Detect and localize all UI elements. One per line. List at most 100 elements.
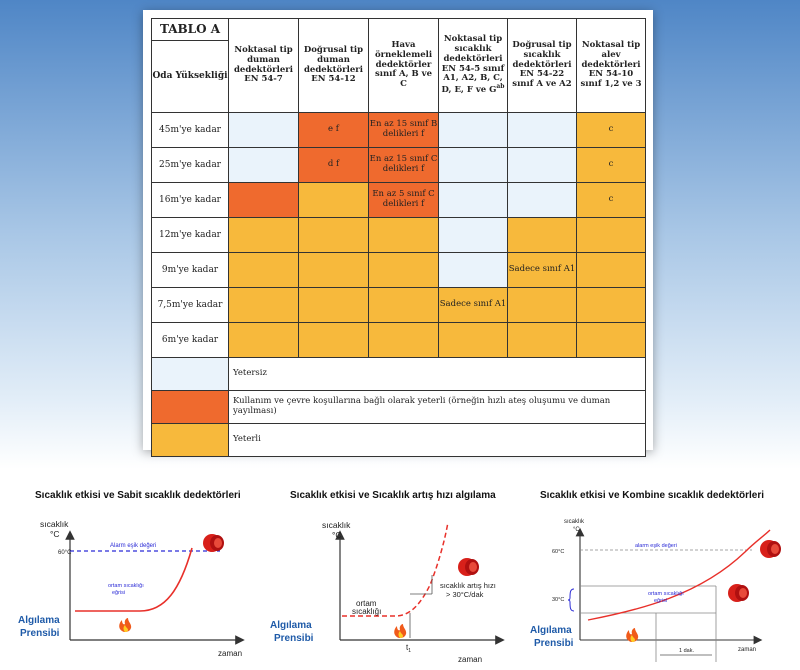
suitability-cell	[368, 287, 439, 323]
rate-line2: > 30°C/dak	[446, 590, 484, 599]
suitability-cell: Sadece sınıf A1	[438, 287, 508, 323]
legend-swatch	[151, 390, 229, 424]
suitability-cell	[576, 287, 646, 323]
suitability-cell	[298, 182, 369, 218]
tablo-a: TABLO A Noktasal tip duman dedektörleri …	[151, 18, 646, 457]
legend-row: Yeterli	[151, 423, 646, 457]
diagram-rate-of-rise: Sıcaklık etkisi ve Sıcaklık artış hızı a…	[270, 490, 530, 670]
table-row: 12m'ye kadar	[151, 217, 646, 253]
y-label: sıcaklık	[564, 519, 585, 525]
curve-label-1: ortam sıcaklığı	[648, 591, 684, 597]
table-row: 7,5m'ye kadar Sadece sınıf A1	[151, 287, 646, 323]
suitability-cell	[228, 147, 299, 183]
y-unit: °C	[50, 529, 60, 539]
suitability-cell	[507, 287, 577, 323]
suitability-cell: c	[576, 112, 646, 148]
fire-icon	[394, 624, 407, 638]
legend-row: Yetersiz	[151, 357, 646, 391]
suitability-cell	[576, 217, 646, 253]
table-row: 45m'ye kadar e f En az 15 sınıf B delikler…	[151, 112, 646, 148]
suitability-cell	[228, 217, 299, 253]
y-label: sıcaklık	[40, 519, 69, 529]
diagram-svg: sıcaklık °C 60°C Alarm eşik değeri ortam…	[18, 519, 245, 658]
suitability-cell	[298, 287, 369, 323]
col-header: Noktasal tip duman dedektörleri EN 54-7	[228, 18, 299, 113]
x-label: zaman	[458, 655, 482, 664]
room-height-label: 12m'ye kadar	[151, 217, 229, 253]
col-header: Hava örneklemeli dedektörler sınıf A, B …	[368, 18, 439, 113]
curve-label-2: eğrisi	[112, 590, 125, 596]
suitability-cell: En az 15 sınıf B delikleri f	[368, 112, 439, 148]
t1-label: t1	[406, 643, 411, 654]
legend-row: Kullanım ve çevre koşullarına bağlı olar…	[151, 390, 646, 424]
suitability-cell	[228, 322, 299, 358]
suitability-cell	[298, 217, 369, 253]
principle-line2: Prensibi	[534, 638, 574, 649]
suitability-cell	[507, 217, 577, 253]
ambient-line1: ortam	[356, 599, 377, 608]
diagram-svg: sıcaklık °C ortam sıcaklığı sıcaklık art…	[270, 520, 505, 664]
suitability-cell	[368, 252, 439, 288]
diagram-title: Sıcaklık etkisi ve Kombine sıcaklık dede…	[540, 490, 764, 501]
suitability-cell	[438, 112, 508, 148]
y-unit: °C	[573, 527, 580, 533]
detector-icon-bottom	[728, 584, 749, 602]
legend-swatch	[151, 423, 229, 457]
suitability-cell: c	[576, 147, 646, 183]
suitability-cell	[438, 217, 508, 253]
delta-value: 30°C	[552, 597, 564, 603]
x-label: zaman	[738, 647, 756, 653]
suitability-cell: En az 15 sınıf C delikleri f	[368, 147, 439, 183]
suitability-cell	[507, 322, 577, 358]
interval-label: 1 dak.	[679, 648, 694, 654]
x-label: zaman	[218, 649, 242, 658]
suitability-cell	[228, 287, 299, 323]
table-paper: TABLO A Noktasal tip duman dedektörleri …	[143, 10, 653, 457]
threshold-label: alarm eşik değeri	[635, 543, 677, 549]
suitability-cell	[576, 252, 646, 288]
table-row: 25m'ye kadar d f En az 15 sınıf C delikler…	[151, 147, 646, 183]
room-height-label: 25m'ye kadar	[151, 147, 229, 183]
threshold-value: 60°C	[58, 550, 72, 556]
y-unit: °C	[332, 530, 342, 540]
col-header: Noktasal tip alev dedektörleri EN 54-10 …	[576, 18, 646, 113]
table-row: 16m'ye kadar En az 5 sınıf C delikleri f c	[151, 182, 646, 218]
suitability-cell	[368, 217, 439, 253]
ambient-line2: sıcaklığı	[352, 607, 381, 616]
diagram-title: Sıcaklık etkisi ve Sıcaklık artış hızı a…	[290, 490, 496, 501]
col-header: Doğrusal tip sıcaklık dedektörleri EN 54…	[507, 18, 577, 113]
legend-swatch	[151, 357, 229, 391]
suitability-cell	[368, 322, 439, 358]
fire-icon	[626, 628, 639, 642]
principle-line1: Algılama	[18, 615, 60, 626]
suitability-cell	[576, 322, 646, 358]
col-header: Noktasal tip sıcaklık dedektörleri EN 54…	[438, 18, 508, 113]
suitability-cell	[228, 182, 299, 218]
suitability-cell: e f	[298, 112, 369, 148]
fire-icon	[119, 618, 132, 632]
table-title: TABLO A	[151, 18, 229, 41]
suitability-cell	[228, 112, 299, 148]
principle-line1: Algılama	[270, 620, 312, 631]
diagram-fixed-temperature: Sıcaklık etkisi ve Sabit sıcaklık dedekt…	[0, 490, 260, 670]
threshold-value: 60°C	[552, 549, 564, 555]
col-header: Doğrusal tip duman dedektörleri EN 54-12	[298, 18, 369, 113]
suitability-cell	[507, 182, 577, 218]
legend-text: Kullanım ve çevre koşullarına bağlı olar…	[228, 390, 646, 424]
suitability-cell	[507, 147, 577, 183]
suitability-cell	[228, 252, 299, 288]
detector-icon	[203, 534, 224, 552]
suitability-cell	[507, 112, 577, 148]
suitability-cell: c	[576, 182, 646, 218]
delta-brace	[567, 588, 575, 612]
curve-label-1: ortam sıcaklığı	[108, 583, 144, 589]
room-height-header: Oda Yüksekliği	[151, 40, 229, 113]
suitability-cell	[438, 252, 508, 288]
suitability-cell	[298, 322, 369, 358]
threshold-label: Alarm eşik değeri	[110, 543, 156, 549]
suitability-cell	[298, 252, 369, 288]
room-height-label: 7,5m'ye kadar	[151, 287, 229, 323]
principle-line2: Prensibi	[274, 633, 314, 644]
rate-line1: sıcaklık artış hızı	[440, 581, 496, 590]
table-row: 6m'ye kadar	[151, 322, 646, 358]
